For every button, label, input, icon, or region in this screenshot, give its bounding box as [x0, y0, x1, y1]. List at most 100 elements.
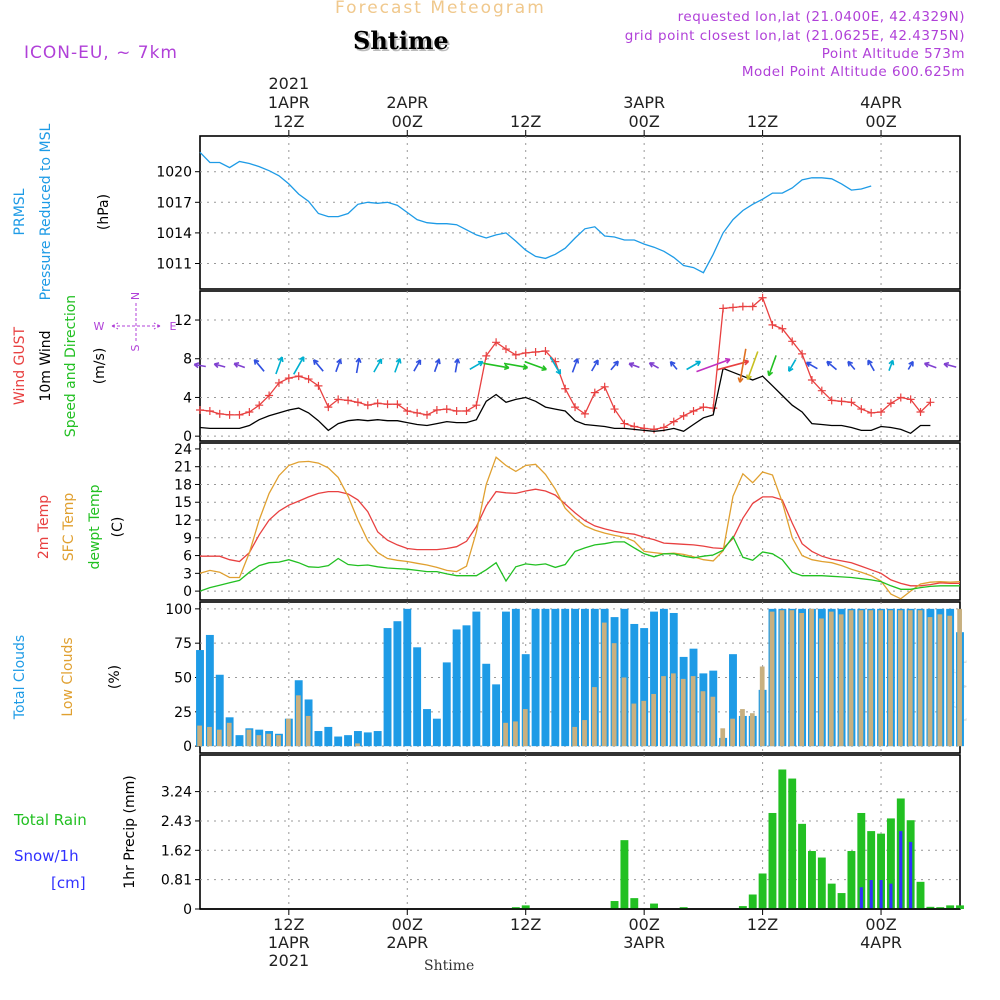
pressure-series-prmsl: [199, 151, 872, 274]
gust-marker: [610, 405, 619, 414]
low-clouds-bar: [671, 673, 676, 747]
wind-label-3: (m/s): [92, 348, 108, 385]
gust-marker: [748, 302, 757, 311]
snow-bar: [889, 883, 893, 909]
low-clouds-bar: [601, 622, 607, 747]
temperature-frame: [199, 442, 961, 601]
total-clouds-bar: [462, 625, 471, 747]
total-clouds-bar: [334, 736, 343, 747]
low-clouds-bar: [641, 700, 647, 747]
temperature-ytick-label: 21: [174, 460, 192, 476]
gust-marker: [432, 406, 441, 415]
low-clouds-bar: [789, 610, 795, 747]
low-clouds-bar: [216, 729, 222, 747]
low-clouds-bar: [838, 614, 844, 747]
wind-arrow: [907, 360, 914, 370]
rain-bar: [521, 905, 530, 909]
low-clouds-bar: [848, 610, 854, 747]
rain-bar: [956, 905, 964, 909]
gust-marker: [403, 407, 412, 415]
gust-marker: [373, 399, 382, 408]
top-time-label: 4APR: [860, 93, 902, 112]
temperature-ytick-label: 18: [174, 477, 192, 493]
gust-marker: [205, 407, 214, 415]
gust-marker: [640, 424, 649, 433]
bottom-time-label: 12Z: [747, 915, 778, 934]
bottom-time-label: 2APR: [386, 933, 428, 952]
gust-marker: [827, 396, 836, 405]
top-time-label: 12Z: [510, 112, 541, 131]
low-clouds-bar: [710, 696, 716, 747]
gust-marker: [926, 398, 935, 407]
bottom-time-label: 00Z: [392, 915, 423, 934]
gust-marker: [304, 375, 313, 384]
low-clouds-bar: [858, 610, 864, 747]
low-clouds-bar: [888, 610, 893, 747]
gust-marker: [709, 404, 718, 413]
compass-icon: [111, 303, 161, 342]
total-clouds-bar: [561, 608, 570, 747]
wind-arrow: [610, 360, 619, 371]
wind-panel: 0 4 8 12: [174, 290, 961, 445]
clouds-ytick-label: 100: [165, 602, 192, 618]
gust-marker: [215, 409, 224, 418]
pressure-label-2: (hPa): [96, 194, 112, 230]
bottom-time-label: 1APR: [268, 933, 310, 952]
low-clouds-bar: [819, 618, 824, 747]
total-clouds-bar: [452, 629, 461, 747]
wind-arrow: [867, 359, 875, 372]
pressure-label-0: PRMSL: [12, 188, 28, 235]
compass-s-label: S: [129, 344, 142, 351]
top-time-label: 12Z: [747, 112, 778, 131]
rain-bar: [817, 857, 826, 909]
total-clouds-bar: [373, 731, 382, 747]
wind-ytick-label: 0: [183, 429, 192, 445]
rain-bar: [620, 840, 629, 909]
wind-arrow: [943, 361, 957, 368]
low-clouds-bar: [582, 720, 587, 747]
low-clouds-bar: [631, 703, 637, 747]
low-clouds-bar: [868, 610, 874, 747]
low-clouds-bar: [355, 743, 360, 747]
gust-marker: [541, 347, 550, 355]
total-clouds-bar: [383, 628, 392, 747]
wind-label-1: 10m Wind: [38, 330, 54, 401]
temperature-label-1: SFC Temp: [61, 493, 77, 562]
bottom-time-label: 12Z: [273, 915, 304, 934]
precip-frame: [199, 754, 961, 910]
total-clouds-bar: [650, 611, 658, 747]
rain-bar: [857, 812, 866, 909]
pressure-ytick-label: 1017: [156, 195, 192, 211]
temperature-ytick-label: 9: [183, 531, 192, 547]
bottom-time-label: 00Z: [628, 915, 659, 934]
temperature-ytick-label: 24: [174, 442, 192, 458]
total-clouds-bar: [324, 726, 333, 747]
low-clouds-bar: [276, 735, 281, 747]
rain-bar: [758, 873, 767, 909]
total-clouds-bar: [551, 608, 560, 747]
total-clouds-bar: [205, 634, 214, 747]
gust-marker: [482, 351, 491, 360]
total-clouds-bar: [393, 621, 402, 747]
gust-marker: [344, 396, 353, 405]
wind-arrow: [788, 359, 797, 372]
bottom-time-label: 00Z: [865, 915, 896, 934]
gust-marker: [511, 350, 520, 359]
grid-point-coords: grid point closest lon,lat (21.0625E, 42…: [624, 28, 965, 44]
gust-marker: [679, 411, 688, 420]
wind-arrow: [591, 359, 599, 372]
temperature-ytick-label: 0: [183, 584, 192, 600]
rain-bar: [630, 898, 639, 909]
low-clouds-bar: [730, 718, 735, 747]
total-clouds-bar: [423, 709, 431, 747]
gust-marker: [284, 374, 293, 383]
clouds-ytick-label: 25: [174, 705, 192, 721]
gust-marker: [245, 407, 254, 416]
pressure-label-1: Pressure Reduced to MSL: [38, 123, 54, 300]
rain-bar: [808, 851, 816, 909]
gust-marker: [531, 347, 540, 356]
wind-arrow: [213, 362, 226, 369]
gust-marker: [393, 400, 402, 409]
gust-marker: [196, 406, 204, 415]
wind-frame: [199, 290, 961, 442]
